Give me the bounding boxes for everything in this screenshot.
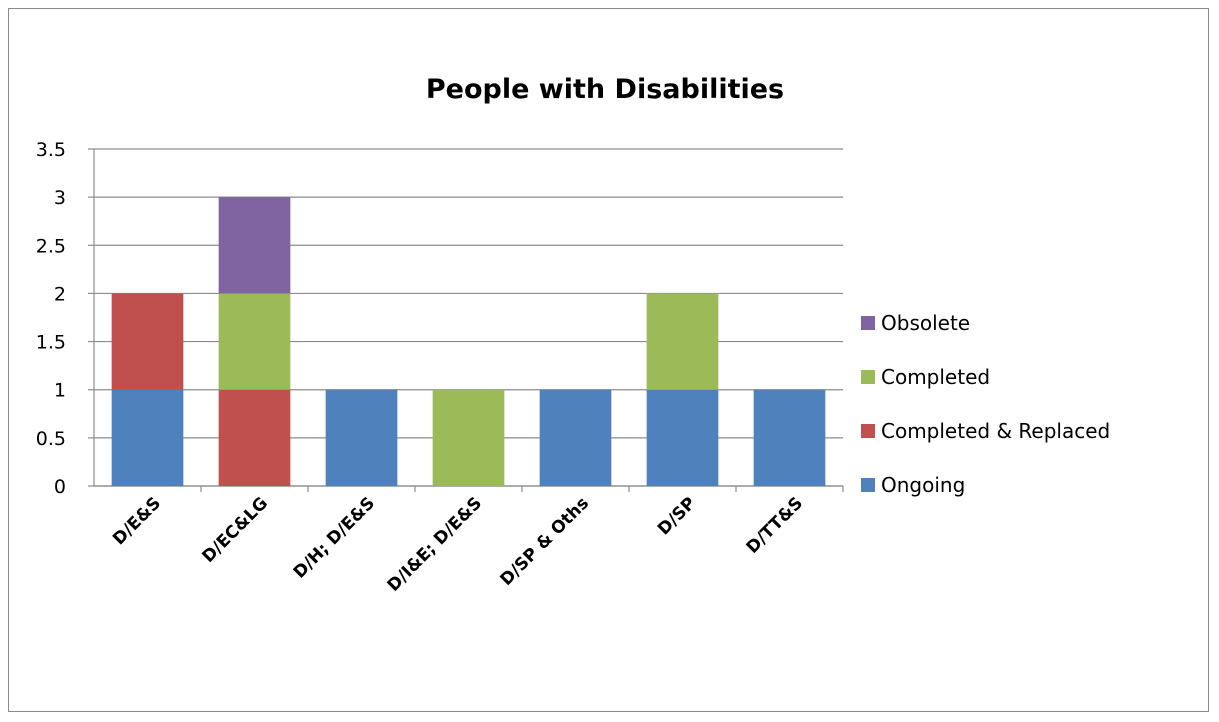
legend: Obsolete Completed Completed & Replaced Ong… (861, 311, 1110, 497)
legend-swatch (861, 316, 875, 330)
y-tick-label: 0 (54, 476, 66, 498)
y-tick-label: 0.5 (36, 428, 66, 450)
y-axis-ticks: 0 0.5 1 1.5 2 2.5 3 3.5 (36, 139, 66, 498)
bar-segment-ongoing (111, 389, 184, 486)
chart-frame (8, 8, 1209, 712)
y-tick-label: 2 (54, 283, 66, 305)
legend-label: Ongoing (881, 473, 965, 497)
x-axis-categories: D/E&S D/EC&LG D/H; D/E&S D/I&E; D/E&S D/SP &… (109, 493, 807, 595)
bar-segment-ongoing (646, 389, 719, 486)
legend-swatch (861, 478, 875, 492)
chart-title: People with Disabilities (426, 74, 784, 105)
bar-segment-completed (432, 389, 505, 486)
legend-swatch (861, 424, 875, 438)
y-tick-label: 1.5 (36, 332, 66, 354)
y-tick-label: 1 (54, 380, 66, 402)
bar-segment-ongoing (753, 389, 826, 486)
y-tick-label: 2.5 (36, 235, 66, 257)
y-tick-label: 3.5 (36, 139, 66, 161)
legend-swatch (861, 370, 875, 384)
x-category-label: D/EC&LG (198, 493, 272, 567)
y-tick-label: 3 (54, 187, 66, 209)
bar-segment-completed (646, 293, 719, 390)
bar-segment-obsolete (218, 197, 291, 294)
legend-label: Completed & Replaced (881, 419, 1110, 443)
x-category-label: D/TT&S (743, 493, 807, 557)
bars-layer (111, 197, 826, 486)
x-category-label: D/E&S (109, 493, 165, 549)
bar-segment-completed (218, 293, 291, 390)
x-category-label: D/I&E; D/E&S (384, 493, 486, 595)
x-category-label: D/H; D/E&S (290, 493, 379, 582)
bar-segment-completed-replaced (111, 293, 184, 390)
x-category-label: D/SP & Oths (497, 493, 594, 590)
bar-segment-completed-replaced (218, 389, 291, 486)
legend-label: Completed (881, 365, 990, 389)
bar-segment-ongoing (539, 389, 612, 486)
x-category-label: D/SP (654, 493, 700, 539)
bar-segment-ongoing (325, 389, 398, 486)
legend-label: Obsolete (881, 311, 970, 335)
